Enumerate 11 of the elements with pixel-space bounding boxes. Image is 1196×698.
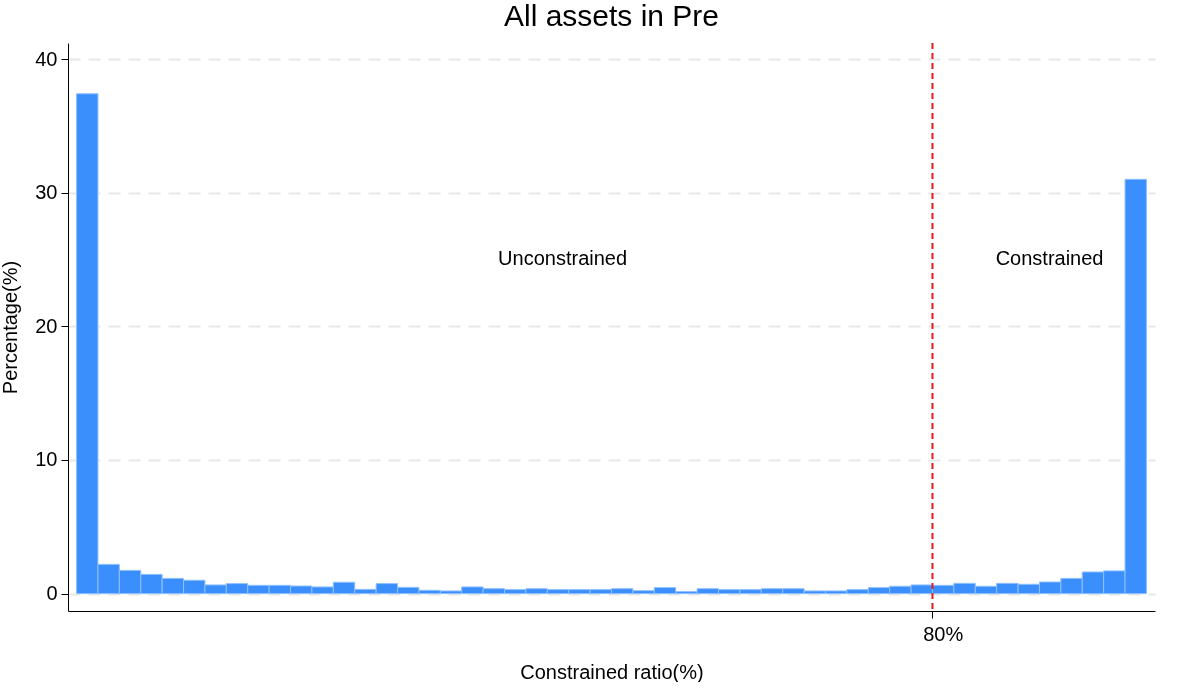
annotation: Unconstrained: [498, 247, 628, 269]
x-tick-label: 80%: [923, 622, 964, 645]
chart-title: All assets in Pre: [503, 0, 720, 32]
x-axis-title: Constrained ratio(%): [520, 660, 704, 683]
y-axis-title: Percentage(%): [0, 260, 22, 395]
y-tick-label: 40: [35, 47, 58, 70]
y-tick-label: 20: [35, 314, 58, 337]
y-tick-label: 0: [46, 582, 58, 605]
y-tick-label: 10: [35, 448, 58, 471]
annotation: Constrained: [995, 247, 1104, 269]
y-tick-label: 30: [35, 181, 58, 204]
